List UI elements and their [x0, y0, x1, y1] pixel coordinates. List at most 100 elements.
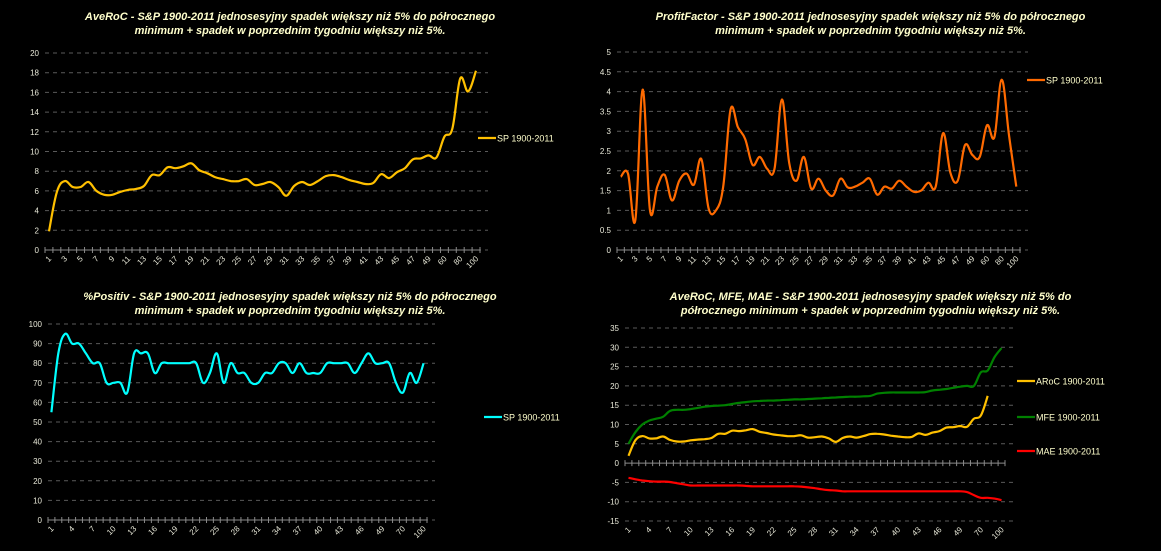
x-tick-label: 19 — [744, 254, 757, 267]
x-tick-label: 29 — [817, 254, 830, 267]
x-tick-label: 70 — [394, 524, 407, 537]
chart-averoc: AveRoC - S&P 1900-2011 jednosesyjny spad… — [0, 0, 580, 276]
chart-title-line1: AveRoC, MFE, MAE - S&P 1900-2011 jednose… — [669, 291, 1072, 303]
x-tick-label: 25 — [786, 525, 799, 538]
x-tick-label: 40 — [312, 524, 325, 537]
y-tick-label: -5 — [612, 478, 620, 487]
x-tick-label: 100 — [1005, 254, 1021, 270]
x-tick-label: 100 — [412, 524, 428, 540]
x-tick-label: 43 — [910, 525, 923, 538]
x-tick-label: 31 — [250, 524, 263, 537]
x-tick-label: 5 — [645, 254, 655, 264]
x-tick-label: 70 — [972, 525, 985, 538]
y-tick-label: 2.5 — [600, 147, 612, 156]
chart-title-line2: minimum + spadek w poprzednim tygodniu w… — [134, 305, 446, 317]
x-tick-label: 80 — [993, 254, 1006, 267]
chart-title-line2: minimum + spadek w poprzednim tygodniu w… — [715, 25, 1026, 37]
y-tick-label: 10 — [610, 421, 619, 430]
x-tick-label: 27 — [246, 254, 259, 267]
y-tick-label: -10 — [607, 498, 619, 507]
chart-title-line1: AveRoC - S&P 1900-2011 jednosesyjny spad… — [84, 11, 496, 23]
x-tick-label: 49 — [952, 525, 965, 538]
x-tick-label: 35 — [861, 254, 874, 267]
x-tick-label: 33 — [847, 254, 860, 267]
series-line — [50, 332, 425, 413]
x-tick-label: 17 — [729, 254, 742, 267]
x-tick-label: 5 — [75, 254, 85, 264]
x-tick-label: 35 — [309, 254, 322, 267]
legend-label: SP 1900-2011 — [503, 413, 560, 423]
y-tick-label: 40 — [33, 438, 42, 447]
x-tick-label: 11 — [120, 254, 133, 267]
x-tick-label: 13 — [700, 254, 713, 267]
y-tick-label: 2 — [35, 226, 40, 235]
series-line — [627, 347, 1003, 445]
x-tick-label: 7 — [659, 254, 669, 264]
y-tick-label: 20 — [610, 382, 619, 391]
x-tick-label: 9 — [674, 254, 684, 264]
x-tick-label: 23 — [215, 254, 228, 267]
series-line — [628, 476, 1002, 502]
y-tick-label: 10 — [30, 148, 39, 157]
x-tick-label: 3 — [60, 254, 70, 264]
x-tick-label: 41 — [905, 254, 918, 267]
x-tick-label: 9 — [107, 254, 117, 264]
x-tick-label: 46 — [931, 525, 944, 538]
x-tick-label: 21 — [759, 254, 772, 267]
y-tick-label: 10 — [33, 496, 42, 505]
x-tick-label: 31 — [827, 525, 840, 538]
chart-profitfactor-svg: 00.511.522.533.544.551 3 5 7 9 11 13 15 17 19 21 23… — [600, 48, 1103, 270]
x-tick-label: 22 — [188, 524, 201, 537]
x-tick-label: 7 — [665, 525, 675, 535]
y-tick-label: 6 — [35, 187, 40, 196]
y-tick-label: 60 — [33, 398, 42, 407]
y-tick-label: 25 — [610, 363, 619, 372]
x-tick-label: 29 — [262, 254, 275, 267]
y-tick-label: 20 — [33, 477, 42, 486]
y-tick-label: 12 — [30, 128, 39, 137]
x-tick-label: 28 — [807, 525, 820, 538]
x-tick-label: 33 — [294, 254, 307, 267]
x-tick-label: 19 — [167, 524, 180, 537]
y-tick-label: 80 — [33, 359, 42, 368]
x-tick-label: 34 — [270, 524, 283, 537]
x-tick-label: 4 — [67, 524, 77, 534]
x-tick-label: 37 — [325, 254, 338, 267]
x-tick-label: 25 — [230, 254, 243, 267]
x-tick-label: 13 — [126, 524, 139, 537]
y-tick-label: 3 — [607, 127, 612, 136]
x-tick-label: 60 — [436, 254, 449, 267]
series-line — [619, 78, 1018, 225]
chart-title-line1: ProfitFactor - S&P 1900-2011 jednosesyjn… — [655, 11, 1086, 23]
x-tick-label: 1 — [615, 254, 625, 264]
x-tick-label: 10 — [105, 524, 118, 537]
y-tick-label: 100 — [29, 320, 43, 329]
y-tick-label: 30 — [610, 343, 619, 352]
y-tick-label: 70 — [33, 379, 42, 388]
y-tick-label: 4 — [607, 88, 612, 97]
x-tick-label: 49 — [420, 254, 433, 267]
y-tick-label: 90 — [33, 340, 42, 349]
x-tick-label: 100 — [464, 254, 480, 270]
chart-aroc-mfe-mae-svg: -15 -10 -5 0 5 10 15 20 25 30 35 1 4 7 10 13 16 19 22 25 28 3… — [607, 324, 1104, 541]
x-tick-label: 34 — [848, 525, 861, 538]
x-tick-label: 80 — [452, 254, 465, 267]
x-tick-label: 37 — [869, 525, 882, 538]
y-tick-label: 4 — [35, 207, 40, 216]
y-tick-label: 35 — [610, 324, 619, 333]
x-tick-label: 47 — [404, 254, 417, 267]
x-tick-label: 7 — [88, 524, 98, 534]
y-tick-label: 1 — [607, 206, 612, 215]
x-tick-label: 15 — [151, 254, 164, 267]
x-tick-label: 31 — [278, 254, 291, 267]
x-tick-label: 47 — [949, 254, 962, 267]
y-tick-label: 15 — [610, 401, 619, 410]
x-tick-label: 19 — [744, 525, 757, 538]
x-tick-label: 10 — [682, 525, 695, 538]
x-tick-label: 23 — [773, 254, 786, 267]
y-tick-label: 3.5 — [600, 107, 612, 116]
y-tick-label: -15 — [607, 517, 619, 526]
x-tick-label: 7 — [91, 254, 101, 264]
y-tick-label: 0 — [35, 246, 40, 255]
chart-title-line2: minimum + spadek w poprzednim tygodniu w… — [134, 25, 446, 37]
